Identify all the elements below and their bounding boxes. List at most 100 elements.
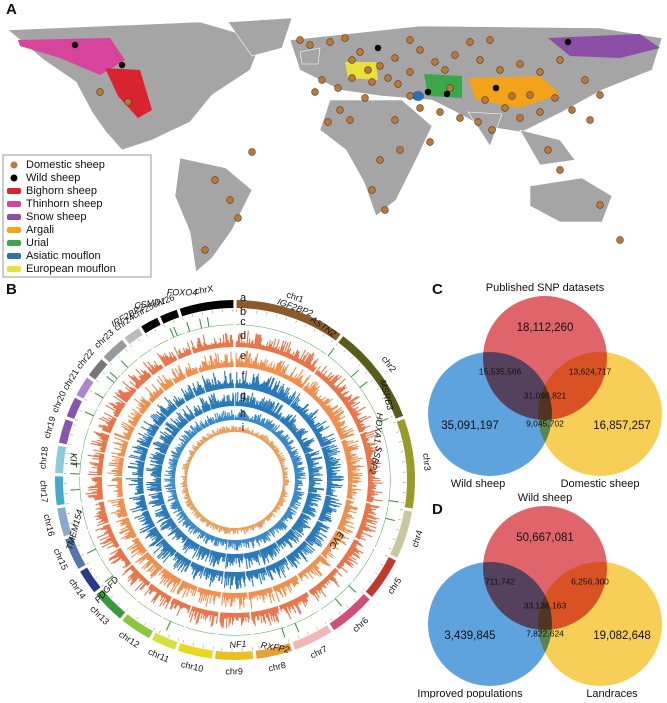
domestic-sheep-point (349, 75, 356, 82)
track-histogram (235, 427, 266, 442)
track-histogram (172, 365, 186, 383)
chromosome-label: chr20 (50, 389, 68, 414)
scale-tick (202, 312, 203, 315)
domestic-sheep-point (365, 67, 372, 74)
scale-tick (377, 388, 380, 390)
legend-label: Domestic sheep (26, 159, 105, 171)
scale-tick (75, 419, 78, 420)
track-histogram (154, 340, 167, 348)
domestic-sheep-point (392, 117, 399, 124)
scale-tick (361, 591, 363, 593)
track-letter: c (240, 316, 246, 328)
domestic-sheep-point (125, 99, 132, 106)
track-letter: f (241, 370, 245, 382)
chromosome-ideogram (89, 359, 108, 379)
track-histogram (148, 492, 164, 506)
scale-tick (183, 640, 184, 643)
domestic-sheep-point (297, 37, 304, 44)
domestic-sheep-point (552, 95, 559, 102)
track-histogram (246, 567, 267, 586)
domestic-sheep-point (569, 107, 576, 114)
track-histogram (126, 478, 144, 494)
legend-label: Bighorn sheep (26, 185, 97, 197)
gene-label: HOXA1 (372, 412, 385, 443)
scale-tick (375, 573, 378, 575)
domestic-sheep-point (377, 63, 384, 70)
domestic-sheep-point (395, 81, 402, 88)
track-histogram (138, 601, 161, 617)
domestic-sheep-point (557, 57, 564, 64)
scale-tick (314, 329, 315, 332)
track-histogram (170, 500, 183, 513)
track-histogram (289, 491, 304, 510)
domestic-sheep-point (437, 109, 444, 116)
scale-tick (81, 554, 84, 555)
scale-tick (68, 444, 71, 445)
domestic-sheep-point (327, 39, 334, 46)
scale-tick (307, 632, 308, 635)
domestic-sheep-point (202, 247, 209, 254)
chromosome-label: chr2 (380, 354, 399, 374)
scale-tick (155, 329, 156, 332)
track-histogram (146, 479, 162, 492)
track-histogram (88, 453, 105, 475)
track-histogram (158, 352, 177, 367)
domestic-sheep-point (477, 57, 484, 64)
track-histogram (186, 627, 215, 634)
chromosome-label: chr14 (67, 577, 88, 601)
scale-tick (118, 603, 120, 605)
track-letter: e (240, 350, 246, 362)
track-histogram (219, 426, 234, 435)
region-count: 19,082,648 (593, 630, 651, 642)
domestic-sheep-point (509, 93, 516, 100)
region-count: 16,857,257 (593, 420, 651, 432)
scale-tick (178, 638, 179, 641)
track-histogram (305, 451, 324, 492)
track-histogram (127, 538, 147, 558)
track-histogram (202, 371, 233, 392)
track-histogram (129, 495, 147, 512)
domestic-sheep-point (249, 149, 256, 156)
track-histogram (278, 488, 288, 503)
legend-marker (11, 175, 18, 182)
scale-tick (288, 639, 289, 642)
track-letter: a (240, 292, 247, 304)
track-histogram (173, 552, 191, 572)
track-histogram (355, 503, 380, 540)
chromosome-ideogram (178, 643, 213, 658)
track-histogram (159, 568, 181, 592)
track-histogram (128, 369, 151, 389)
track-histogram (199, 352, 234, 373)
region-count: 3,439,845 (444, 630, 495, 642)
scale-tick (117, 356, 119, 358)
track-histogram (107, 372, 120, 389)
domestic-sheep-point (475, 119, 482, 126)
domestic-sheep-point (335, 85, 342, 92)
track-histogram (98, 413, 116, 433)
scale-tick (95, 577, 97, 579)
chromosome-label: chr9 (225, 666, 243, 676)
track-histogram (181, 470, 188, 478)
track-histogram (204, 567, 224, 586)
domestic-sheep-point (597, 202, 604, 209)
domestic-sheep-point (442, 67, 449, 74)
legend-marker (7, 214, 21, 220)
chromosome-label: chr16 (42, 513, 57, 537)
scale-tick (145, 623, 147, 626)
scale-tick (365, 372, 367, 374)
track-histogram (219, 526, 229, 534)
track-histogram (226, 554, 243, 569)
track-histogram (209, 393, 234, 410)
track-histogram (215, 410, 234, 423)
domestic-sheep-point (617, 237, 624, 244)
region-count: 13,624,717 (569, 366, 612, 376)
chromosome-label: chr3 (421, 453, 433, 471)
track-histogram (198, 587, 221, 606)
track-histogram (107, 456, 124, 475)
track-letter: i (242, 422, 244, 434)
domestic-sheep-point (557, 167, 564, 174)
domestic-sheep-point (597, 92, 604, 99)
wild-sheep-point (444, 91, 450, 97)
scale-tick (192, 314, 193, 317)
